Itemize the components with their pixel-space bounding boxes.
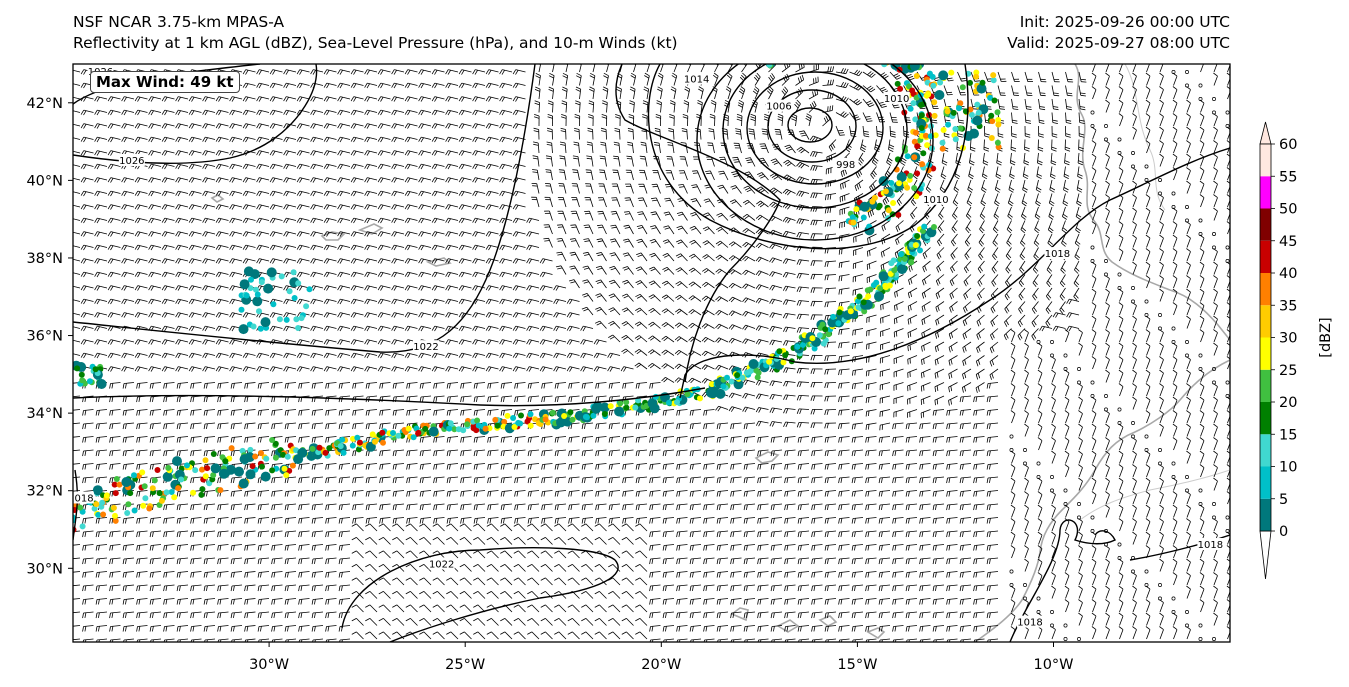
colorbar-tick-label: 50 <box>1279 202 1297 218</box>
map-frame <box>72 63 1231 643</box>
canary-island-3 <box>818 615 838 627</box>
colorbar-segment <box>1260 208 1271 241</box>
isobar-label-bg <box>832 157 859 170</box>
colorbar-tick-label: 55 <box>1279 169 1297 185</box>
isobar-label: 1018 <box>1198 540 1223 551</box>
lon-tick-label: 30°W <box>249 657 289 673</box>
colorbar-segment <box>1260 369 1271 402</box>
colorbar-tick-label: 15 <box>1279 427 1297 443</box>
isobar-layer <box>73 64 1230 642</box>
isobar-label-bg <box>683 72 710 85</box>
isobar-label: 1026 <box>119 156 144 167</box>
colorbar-lower-extension <box>1259 530 1272 580</box>
lat-tick-label: 38°N <box>26 251 63 267</box>
longitude-axis: 30°W 25°W 20°W 15°W 10°W <box>249 642 1074 673</box>
colorbar-label: [dBZ] <box>1318 317 1334 357</box>
morocco-border <box>1079 469 1230 521</box>
colorbar-tick-label: 10 <box>1279 460 1297 476</box>
isobar-1018-east <box>679 147 1230 399</box>
colorbar-tick-label: 0 <box>1279 524 1288 540</box>
isobar-1022-south <box>341 547 619 642</box>
colorbar-segment <box>1260 498 1271 531</box>
isobar-1010 <box>647 64 969 250</box>
colorbar-upper-extension <box>1259 121 1272 145</box>
reflectivity-colorbar: 0 5 10 15 20 25 30 35 40 45 50 55 60 [dBZ] <box>1259 121 1334 580</box>
lon-tick-label: 20°W <box>641 657 681 673</box>
reflectivity-layer <box>73 64 1002 533</box>
lat-tick-label: 42°N <box>26 96 63 112</box>
isobar-1014 <box>615 64 781 383</box>
isobar-label-bg <box>428 557 455 570</box>
init-time: Init: 2025-09-26 00:00 UTC <box>1019 13 1230 31</box>
isobar-label: 1006 <box>766 102 791 113</box>
isobar-990 <box>787 107 833 143</box>
isobar-1002 <box>722 64 908 209</box>
colorbar-tick-label: 60 <box>1279 137 1297 153</box>
isobar-label-bg <box>118 153 145 166</box>
isobar-label: 1022 <box>413 342 438 353</box>
isobar-994 <box>767 89 857 163</box>
map-title: NSF NCAR 3.75-km MPAS-A <box>73 13 285 31</box>
colorbar-segment <box>1260 144 1271 177</box>
colorbar-tick-label: 20 <box>1279 395 1297 411</box>
isobar-label-bg <box>1044 247 1071 260</box>
colorbar-tick-label: 5 <box>1279 492 1288 508</box>
map-subtitle: Reflectivity at 1 km AGL (dBZ), Sea-Leve… <box>73 34 678 52</box>
lat-tick-label: 34°N <box>26 406 63 422</box>
lon-tick-label: 15°W <box>837 657 877 673</box>
madeira-island <box>754 451 780 464</box>
isobar-label: 1018 <box>68 493 93 504</box>
lat-tick-label: 36°N <box>26 329 63 345</box>
colorbar-tick-label: 35 <box>1279 298 1297 314</box>
isobar-label-bg <box>412 340 439 353</box>
colorbar-tick-label: 40 <box>1279 266 1297 282</box>
isobar-label: 1018 <box>1017 618 1042 629</box>
isobar-label-bg <box>922 192 949 205</box>
colorbar-segment <box>1260 305 1271 338</box>
isobar-1006 <box>696 64 934 241</box>
isobar-label-bg <box>883 91 910 104</box>
isobar-label: 1018 <box>1045 249 1070 260</box>
isobar-label: 1022 <box>429 559 454 570</box>
colorbar-tick-label: 45 <box>1279 234 1297 250</box>
isobar-label-bg <box>73 491 94 504</box>
colorbar-segment <box>1260 240 1271 273</box>
azores-island-4 <box>210 194 225 203</box>
iberia-coastline <box>1074 64 1230 341</box>
isobar-label-bg <box>1197 538 1224 551</box>
colorbar-tick-label: 25 <box>1279 363 1297 379</box>
colorbar-segment <box>1260 402 1271 435</box>
isobar-label-bg <box>765 99 792 112</box>
colorbar-segment <box>1260 176 1271 209</box>
azores-island-2 <box>357 223 384 235</box>
isobar-998 <box>746 71 884 185</box>
isobar-1018-west <box>73 387 706 407</box>
iberia-border <box>1124 64 1166 211</box>
isobar-1022 <box>73 64 536 353</box>
lat-tick-label: 40°N <box>26 173 63 189</box>
isobar-label: 998 <box>836 160 855 171</box>
morocco-coastline <box>974 359 1230 642</box>
valid-time: Valid: 2025-09-27 08:00 UTC <box>1007 34 1230 52</box>
isobar-1018-southwest <box>73 469 79 541</box>
lat-tick-label: 30°N <box>26 561 63 577</box>
isobar-label-bg <box>1016 615 1043 628</box>
colorbar-segment <box>1260 273 1271 306</box>
colorbar-tick-label: 30 <box>1279 331 1297 347</box>
colorbar-segment <box>1260 337 1271 370</box>
colorbar-segment <box>1260 434 1271 467</box>
isobar-label: 1014 <box>684 75 709 86</box>
max-wind-badge: Max Wind: 49 kt <box>90 71 240 93</box>
lat-tick-label: 32°N <box>26 484 63 500</box>
canary-island-4 <box>866 627 886 640</box>
isobar-label-layer: 1026102610221014100699810101010101810221… <box>68 64 1224 629</box>
isobar-label: 1010 <box>884 94 909 105</box>
isobar-label: 1010 <box>923 195 948 206</box>
lon-tick-label: 10°W <box>1033 657 1073 673</box>
latitude-axis: 42°N 40°N 38°N 36°N 34°N 32°N 30°N <box>26 96 73 577</box>
lon-tick-label: 25°W <box>445 657 485 673</box>
colorbar-segment <box>1260 466 1271 499</box>
canary-island-1 <box>730 607 749 622</box>
